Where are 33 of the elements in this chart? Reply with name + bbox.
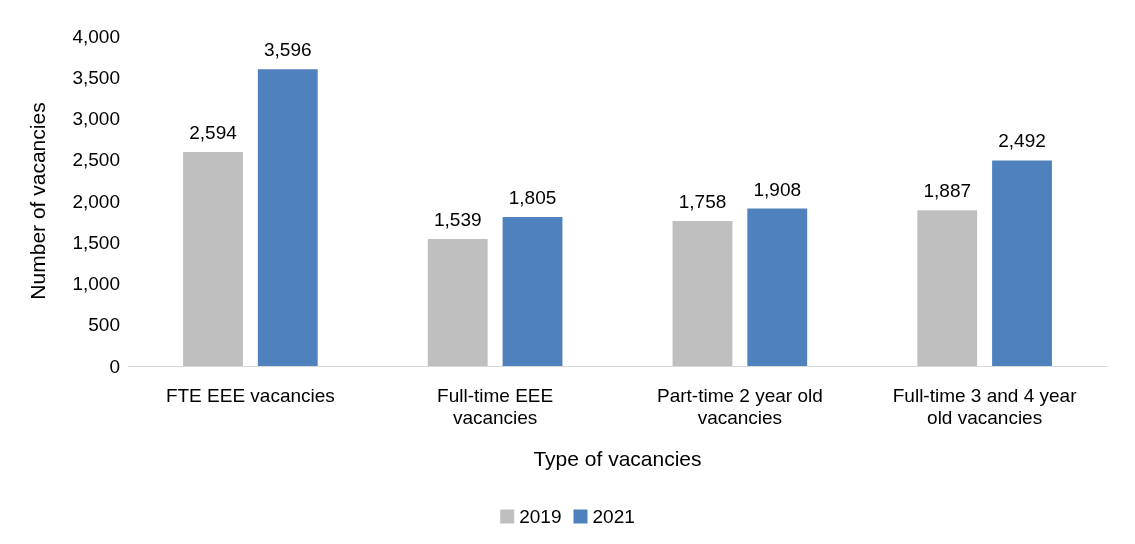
x-tick-label: Full-time EEE vacancies: [437, 384, 554, 428]
bar: [502, 217, 563, 366]
x-tick-label: FTE EEE vacancies: [165, 384, 335, 406]
bar: [992, 160, 1052, 366]
y-tick-label: 500: [88, 314, 120, 336]
data-label: 1,908: [753, 178, 802, 200]
legend-label: 2019: [519, 506, 562, 527]
data-label: 2,594: [189, 121, 238, 143]
y-tick-label: 3,500: [72, 66, 120, 88]
data-label: 2,492: [998, 130, 1046, 152]
y-tick-label: 2,000: [72, 190, 120, 212]
y-tick-label: 4,000: [72, 25, 120, 47]
y-axis-title: Number of vacancies: [26, 102, 49, 300]
y-tick-label: 0: [109, 355, 120, 377]
data-label: 1,758: [678, 190, 727, 212]
data-label: 1,887: [923, 180, 972, 202]
bar: [427, 239, 488, 366]
y-tick-label: 2,500: [72, 149, 120, 171]
bar: [257, 69, 318, 366]
y-tick-label: 1,500: [72, 231, 120, 253]
x-tick-label: Part-time 2 year old vacancies: [656, 384, 823, 428]
data-label: 3,596: [263, 39, 312, 61]
x-tick-label: Full-time 3 and 4 year old vacancies: [892, 384, 1078, 428]
bar: [672, 220, 733, 366]
bar: [917, 210, 978, 366]
legend-label: 2021: [592, 506, 635, 527]
y-tick-label: 1,000: [72, 273, 120, 294]
x-axis-title: Type of vacancies: [533, 447, 702, 470]
bar: [183, 152, 243, 366]
data-label: 1,539: [433, 209, 482, 231]
bar: [747, 208, 808, 366]
y-tick-label: 3,000: [72, 108, 120, 129]
data-label: 1,805: [508, 187, 557, 209]
